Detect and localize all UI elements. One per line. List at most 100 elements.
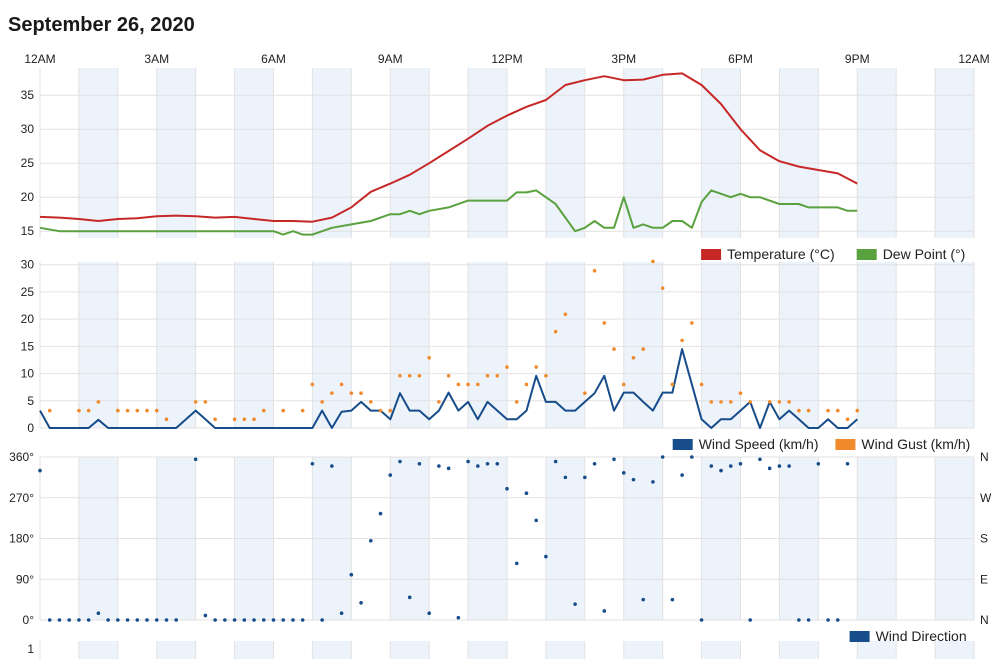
series-line-wind_speed [39, 348, 858, 429]
data-point-wind_gust [485, 373, 490, 378]
data-point-wind_gust [534, 365, 538, 369]
data-point-wind_direction [339, 611, 344, 616]
y-tick-label-compass: E [980, 572, 988, 586]
data-point-wind_gust [164, 417, 169, 422]
legend-swatch-dew_point [856, 249, 877, 260]
data-point-wind_direction [641, 597, 646, 602]
data-point-wind_direction [281, 618, 286, 622]
data-point-wind_direction [583, 475, 587, 480]
data-point-wind_direction [47, 618, 52, 622]
hour-band [545, 262, 585, 428]
data-point-wind_gust [116, 408, 120, 413]
data-point-wind_gust [145, 408, 149, 413]
data-point-wind_gust [388, 408, 393, 413]
data-point-wind_direction [612, 457, 616, 462]
data-point-wind_direction [213, 618, 217, 622]
data-point-wind_gust [339, 382, 344, 387]
data-point-wind_direction [407, 595, 412, 600]
data-point-wind_direction [300, 618, 305, 622]
hour-band [78, 68, 118, 238]
data-point-wind_gust [398, 373, 402, 378]
data-point-wind_gust [787, 400, 791, 404]
data-point-wind_direction [544, 554, 548, 559]
data-point-wind_gust [767, 400, 772, 404]
data-point-wind_gust [437, 400, 441, 404]
y-tick-label: 90° [16, 572, 34, 586]
data-point-wind_gust [407, 373, 412, 378]
data-point-wind_gust [300, 408, 305, 413]
data-point-wind_gust [193, 400, 198, 404]
data-point-wind_direction [651, 480, 655, 484]
data-point-wind_gust [47, 408, 52, 413]
y-tick-label: 360° [9, 450, 34, 464]
hour-band [857, 641, 897, 659]
y-tick-label: 25 [21, 156, 35, 170]
data-point-wind_gust [690, 321, 694, 325]
data-point-wind_direction [748, 618, 753, 622]
data-point-wind_gust [476, 382, 480, 387]
data-point-wind_direction [242, 618, 247, 622]
y-tick-label: 180° [9, 532, 34, 546]
data-point-wind_direction [563, 475, 568, 480]
data-point-wind_direction [398, 459, 402, 464]
y-tick-label: 20 [21, 312, 35, 326]
hour-band [78, 641, 118, 659]
data-point-wind_gust [621, 382, 626, 387]
hour-band [312, 68, 352, 238]
data-point-wind_direction [446, 466, 451, 471]
page-title: September 26, 2020 [8, 14, 195, 36]
data-point-wind_direction [330, 464, 334, 468]
data-point-wind_direction [495, 461, 500, 466]
x-tick-label: 3PM [611, 52, 636, 66]
data-point-wind_direction [621, 471, 626, 475]
series-layer [38, 72, 860, 622]
hour-band [234, 641, 274, 659]
data-point-wind_direction [96, 611, 101, 616]
y-tick-label-compass: N [980, 613, 989, 627]
data-point-wind_direction [38, 468, 42, 473]
hour-band [468, 68, 507, 238]
hour-band [857, 262, 897, 428]
data-point-wind_gust [378, 408, 383, 413]
hour-band [935, 262, 974, 428]
data-point-wind_direction [271, 618, 276, 622]
data-point-wind_gust [417, 373, 422, 378]
x-tick-label: 9AM [378, 52, 403, 66]
legend-label-wind_direction: Wind Direction [876, 628, 967, 644]
data-point-wind_gust [368, 400, 373, 404]
data-point-wind_gust [583, 391, 587, 395]
hour-band [623, 68, 663, 238]
hour-band [234, 262, 274, 428]
data-point-wind_direction [320, 618, 324, 622]
data-point-wind_gust [806, 408, 811, 413]
x-axis-ticks: 12AM 3AM 6AM 9AM 12PM 3PM 6PM 9PM 12AM [24, 52, 989, 66]
hour-band [935, 641, 974, 659]
hour-band [390, 68, 430, 238]
data-point-wind_gust [154, 408, 159, 413]
data-point-wind_direction [690, 455, 694, 459]
y-tick-label: 5 [27, 394, 34, 408]
data-point-wind_direction [767, 466, 772, 471]
hour-band [156, 641, 196, 659]
data-point-wind_direction [174, 618, 179, 622]
data-point-wind_direction [154, 618, 159, 622]
y-tick-label-compass: N [980, 450, 989, 464]
data-point-wind_direction [291, 618, 295, 622]
data-point-wind_direction [86, 618, 91, 622]
y-tick-label: 0° [23, 613, 35, 627]
data-point-wind_gust [359, 391, 363, 395]
data-point-wind_direction [670, 597, 675, 602]
data-point-wind_direction [573, 602, 577, 606]
legend-swatch-wind_speed [672, 439, 693, 450]
data-point-wind_gust [845, 417, 850, 422]
data-point-wind_gust [592, 268, 597, 273]
data-point-wind_gust [524, 382, 529, 387]
data-point-wind_direction [223, 618, 227, 622]
legend-label-wind_speed: Wind Speed (km/h) [699, 436, 819, 452]
data-point-wind_direction [505, 486, 509, 491]
data-point-wind_direction [826, 618, 830, 622]
data-point-wind_direction [310, 461, 315, 466]
data-point-wind_gust [446, 373, 451, 378]
data-point-wind_gust [125, 408, 130, 413]
series-line-dew_point [39, 189, 858, 236]
